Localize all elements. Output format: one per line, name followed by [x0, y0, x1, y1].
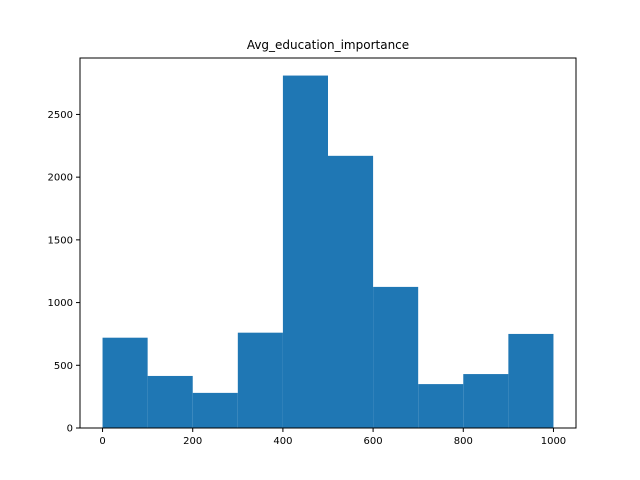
histogram-bar	[418, 384, 464, 428]
x-tick-label: 800	[454, 436, 473, 447]
bars-group	[102, 75, 554, 428]
y-tick-label: 1000	[48, 298, 73, 309]
y-tick-label: 500	[54, 361, 73, 372]
histogram-bar	[192, 392, 238, 428]
x-axis: 0 200 400 600 800 1000	[99, 428, 566, 447]
histogram-bar	[463, 374, 509, 428]
histogram-bar	[282, 75, 328, 428]
x-tick-label: 200	[183, 436, 202, 447]
y-tick-label: 1500	[48, 235, 73, 246]
histogram-bar	[508, 333, 554, 428]
y-tick-label: 0	[67, 424, 73, 435]
histogram-bar	[147, 375, 193, 428]
histogram-bar	[328, 155, 374, 428]
y-tick-label: 2500	[48, 110, 73, 121]
histogram-bar	[102, 337, 148, 428]
chart-title: Avg_education_importance	[247, 38, 409, 52]
plot-frame	[79, 57, 577, 429]
x-tick-label: 0	[99, 436, 105, 447]
x-tick-label: 600	[364, 436, 383, 447]
x-tick-label: 400	[273, 436, 292, 447]
histogram-bar	[237, 332, 283, 428]
y-axis: 0 500 1000 1500 2000 2500	[48, 110, 80, 435]
x-tick-label: 1000	[541, 436, 566, 447]
histogram-bar	[373, 286, 419, 428]
y-tick-label: 2000	[48, 173, 73, 184]
